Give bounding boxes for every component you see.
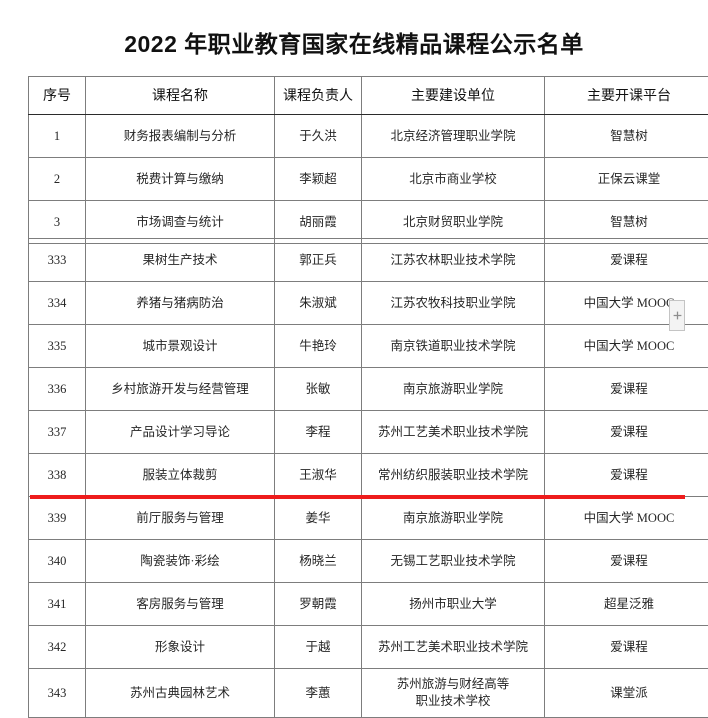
cell-unit: 北京经济管理职业学院: [362, 115, 545, 158]
cell-name: 客房服务与管理: [86, 583, 275, 626]
cell-unit: 江苏农林职业技术学院: [362, 239, 545, 282]
document-page: 2022 年职业教育国家在线精品课程公示名单 序号课程名称课程负责人主要建设单位…: [0, 0, 708, 664]
cell-unit: 北京市商业学校: [362, 158, 545, 201]
column-header-name: 课程名称: [86, 77, 275, 115]
cell-platform: 中国大学 MOOC: [545, 497, 708, 540]
cell-unit: 扬州市职业大学: [362, 583, 545, 626]
plus-button[interactable]: [669, 300, 685, 331]
cell-owner: 姜华: [275, 497, 362, 540]
cell-name: 城市景观设计: [86, 325, 275, 368]
cell-platform: 爱课程: [545, 411, 708, 454]
cell-unit: 江苏农牧科技职业学院: [362, 282, 545, 325]
cell-platform: 超星泛雅: [545, 583, 708, 626]
red-highlight-rule: [30, 495, 685, 499]
cell-name: 乡村旅游开发与经营管理: [86, 368, 275, 411]
cell-owner: 李程: [275, 411, 362, 454]
cell-owner: 李颖超: [275, 158, 362, 201]
cell-unit: 无锡工艺职业技术学院: [362, 540, 545, 583]
page-title: 2022 年职业教育国家在线精品课程公示名单: [0, 25, 708, 59]
cell-platform: 爱课程: [545, 540, 708, 583]
cell-unit: 苏州工艺美术职业技术学院: [362, 411, 545, 454]
column-header-owner: 课程负责人: [275, 77, 362, 115]
cell-name: 前厅服务与管理: [86, 497, 275, 540]
cell-platform: 课堂派: [545, 669, 708, 718]
cell-owner: 朱淑斌: [275, 282, 362, 325]
cell-name: 产品设计学习导论: [86, 411, 275, 454]
column-header-platform: 主要开课平台: [545, 77, 708, 115]
cell-name: 陶瓷装饰·彩绘: [86, 540, 275, 583]
cell-platform: 爱课程: [545, 368, 708, 411]
column-header-unit: 主要建设单位: [362, 77, 545, 115]
cell-name: 苏州古典园林艺术: [86, 669, 275, 718]
cell-owner: 杨晓兰: [275, 540, 362, 583]
cell-no: 1: [29, 115, 86, 158]
cell-no: 343: [29, 669, 86, 718]
cell-no: 339: [29, 497, 86, 540]
cell-owner: 牛艳玲: [275, 325, 362, 368]
cell-name: 果树生产技术: [86, 239, 275, 282]
cell-name: 税费计算与缴纳: [86, 158, 275, 201]
cell-no: 2: [29, 158, 86, 201]
cell-unit: 南京旅游职业学院: [362, 497, 545, 540]
cell-unit: 苏州旅游与财经高等职业技术学校: [362, 669, 545, 718]
cell-owner: 于越: [275, 626, 362, 669]
cell-unit: 常州纺织服装职业技术学院: [362, 454, 545, 497]
cell-name: 形象设计: [86, 626, 275, 669]
cell-name: 养猪与猪病防治: [86, 282, 275, 325]
cell-name: 财务报表编制与分析: [86, 115, 275, 158]
cell-unit: 苏州工艺美术职业技术学院: [362, 626, 545, 669]
cell-unit: 南京铁道职业技术学院: [362, 325, 545, 368]
cell-platform: 正保云课堂: [545, 158, 708, 201]
cell-owner: 郭正兵: [275, 239, 362, 282]
cell-no: 333: [29, 239, 86, 282]
cell-owner: 李蕙: [275, 669, 362, 718]
cell-owner: 罗朝霞: [275, 583, 362, 626]
column-header-no: 序号: [29, 77, 86, 115]
cell-no: 340: [29, 540, 86, 583]
cell-platform: 爱课程: [545, 454, 708, 497]
cell-platform: 爱课程: [545, 239, 708, 282]
cell-no: 342: [29, 626, 86, 669]
cell-unit: 南京旅游职业学院: [362, 368, 545, 411]
cell-no: 337: [29, 411, 86, 454]
cell-no: 335: [29, 325, 86, 368]
cell-no: 341: [29, 583, 86, 626]
cell-owner: 张敏: [275, 368, 362, 411]
cell-platform: 智慧树: [545, 115, 708, 158]
cell-owner: 王淑华: [275, 454, 362, 497]
cell-no: 336: [29, 368, 86, 411]
cell-no: 334: [29, 282, 86, 325]
cell-name: 服装立体裁剪: [86, 454, 275, 497]
cell-no: 338: [29, 454, 86, 497]
table-header-row: 序号课程名称课程负责人主要建设单位主要开课平台: [29, 77, 708, 115]
cell-platform: 爱课程: [545, 626, 708, 669]
cell-owner: 于久洪: [275, 115, 362, 158]
